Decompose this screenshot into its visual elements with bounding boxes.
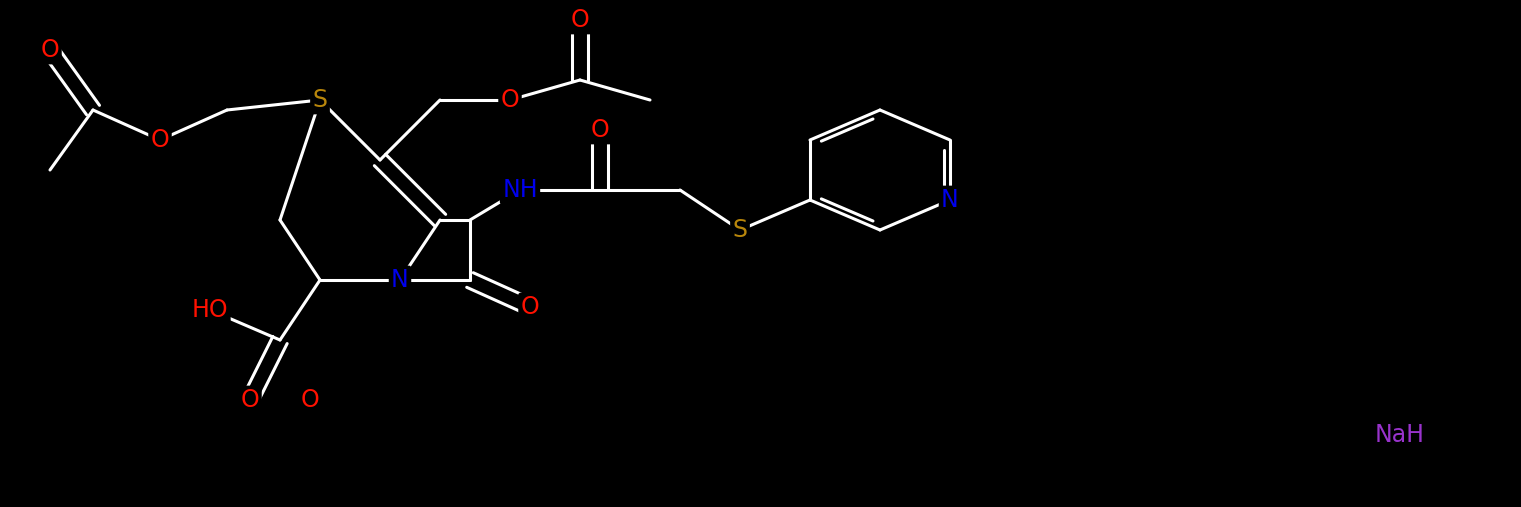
Text: S: S [733,218,747,242]
Text: O: O [41,38,59,62]
Text: NH: NH [502,178,538,202]
Text: O: O [500,88,519,112]
Text: O: O [240,388,260,412]
Text: O: O [520,295,540,319]
Text: O: O [301,388,319,412]
Text: N: N [941,188,958,212]
Text: HO: HO [192,298,228,322]
Text: NaH: NaH [1375,423,1425,447]
Text: O: O [570,8,589,32]
Text: S: S [312,88,327,112]
Text: O: O [151,128,169,152]
Text: N: N [391,268,409,292]
Text: O: O [590,118,610,142]
